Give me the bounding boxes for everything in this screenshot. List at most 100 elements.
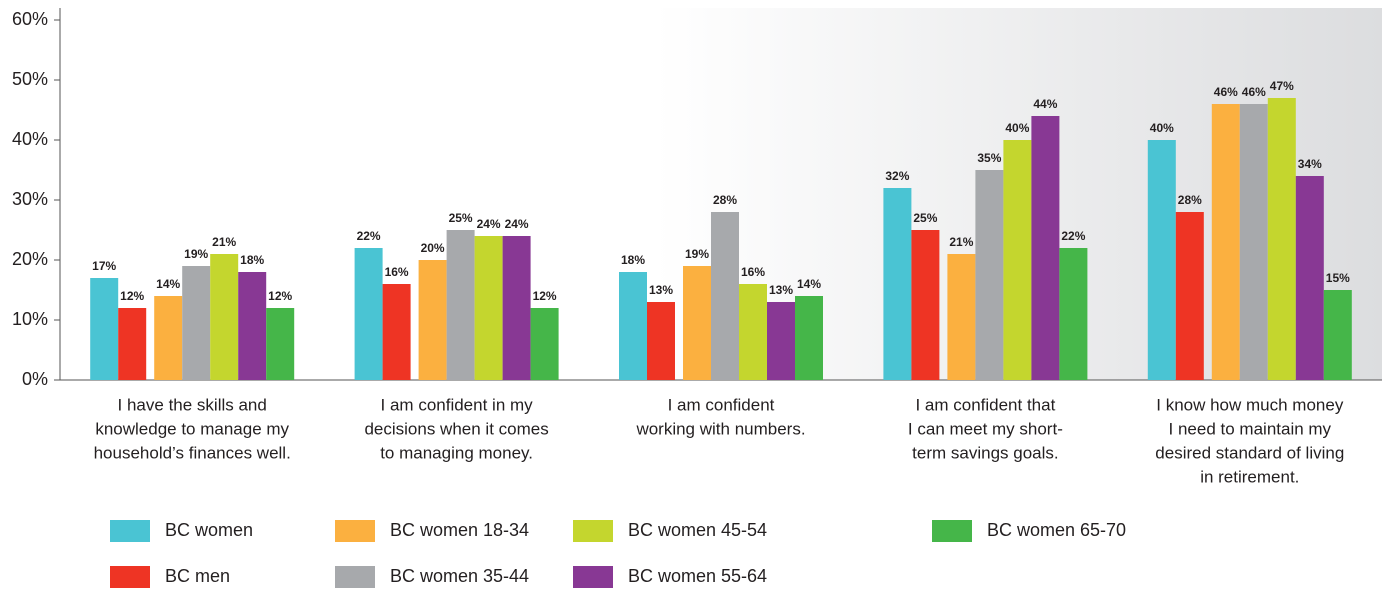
- bar: [683, 266, 711, 380]
- x-tick-label: in retirement.: [1200, 467, 1299, 486]
- bar: [1323, 290, 1352, 380]
- bar: [266, 308, 295, 380]
- legend-swatch: [110, 520, 150, 542]
- data-label: 46%: [1214, 85, 1238, 99]
- x-tick-label: knowledge to manage my: [95, 419, 289, 438]
- x-tick-label: I am confident in my: [381, 395, 534, 414]
- data-label: 21%: [949, 235, 973, 249]
- bar: [1211, 104, 1240, 380]
- y-tick-label: 50%: [12, 69, 48, 89]
- bar: [238, 272, 267, 380]
- bar: [1003, 140, 1032, 380]
- bar: [1059, 248, 1088, 380]
- legend-label: BC women 18-34: [390, 520, 529, 540]
- x-tick-label: I can meet my short-: [908, 419, 1063, 438]
- bar: [1031, 116, 1060, 380]
- data-label: 18%: [240, 253, 264, 267]
- data-label: 35%: [977, 151, 1001, 165]
- data-label: 25%: [449, 211, 473, 225]
- data-label: 17%: [92, 259, 116, 273]
- legend-swatch: [335, 520, 375, 542]
- y-tick-label: 10%: [12, 309, 48, 329]
- x-tick-label: I have the skills and: [118, 395, 267, 414]
- data-label: 44%: [1033, 97, 1057, 111]
- data-label: 22%: [357, 229, 381, 243]
- bar: [446, 230, 475, 380]
- data-label: 20%: [421, 241, 445, 255]
- bar: [739, 284, 767, 380]
- data-label: 40%: [1150, 121, 1174, 135]
- data-label: 15%: [1326, 271, 1350, 285]
- data-label: 13%: [769, 283, 793, 297]
- y-tick-label: 0%: [22, 369, 48, 389]
- x-tick-label: I am confident: [668, 395, 775, 414]
- bar: [647, 302, 675, 380]
- data-label: 14%: [797, 277, 821, 291]
- x-tick-label: working with numbers.: [635, 419, 805, 438]
- data-label: 24%: [505, 217, 529, 231]
- legend-label: BC women 65-70: [987, 520, 1126, 540]
- data-label: 18%: [621, 253, 645, 267]
- bar: [118, 308, 147, 380]
- data-label: 34%: [1298, 157, 1322, 171]
- bar: [474, 236, 503, 380]
- x-tick-label: I know how much money: [1156, 395, 1344, 414]
- bar: [1147, 140, 1176, 380]
- data-label: 22%: [1061, 229, 1085, 243]
- bar: [90, 278, 119, 380]
- x-tick-label: desired standard of living: [1155, 443, 1344, 462]
- bar: [1295, 176, 1324, 380]
- data-label: 12%: [533, 289, 557, 303]
- legend-label: BC women 55-64: [628, 566, 767, 586]
- data-label: 16%: [385, 265, 409, 279]
- bar: [795, 296, 823, 380]
- bar: [1175, 212, 1204, 380]
- legend-label: BC women 35-44: [390, 566, 529, 586]
- y-tick-label: 30%: [12, 189, 48, 209]
- x-tick-label: to managing money.: [380, 443, 533, 462]
- bar: [911, 230, 940, 380]
- bar: [947, 254, 976, 380]
- x-tick-label: I am confident that: [915, 395, 1055, 414]
- bar: [182, 266, 211, 380]
- data-label: 14%: [156, 277, 180, 291]
- x-tick-label: decisions when it comes: [364, 419, 548, 438]
- x-tick-label: term savings goals.: [912, 443, 1058, 462]
- data-label: 46%: [1242, 85, 1266, 99]
- legend-label: BC women 45-54: [628, 520, 767, 540]
- bar: [767, 302, 795, 380]
- legend-swatch: [335, 566, 375, 588]
- data-label: 19%: [685, 247, 709, 261]
- bar: [210, 254, 239, 380]
- legend-label: BC women: [165, 520, 253, 540]
- data-label: 21%: [212, 235, 236, 249]
- bar: [530, 308, 559, 380]
- bar: [382, 284, 411, 380]
- data-label: 40%: [1005, 121, 1029, 135]
- data-label: 32%: [885, 169, 909, 183]
- data-label: 28%: [713, 193, 737, 207]
- data-label: 28%: [1178, 193, 1202, 207]
- bar: [1267, 98, 1296, 380]
- legend-label: BC men: [165, 566, 230, 586]
- data-label: 24%: [477, 217, 501, 231]
- data-label: 12%: [120, 289, 144, 303]
- data-label: 47%: [1270, 79, 1294, 93]
- y-tick-label: 40%: [12, 129, 48, 149]
- bar: [619, 272, 647, 380]
- bar: [502, 236, 531, 380]
- bar: [975, 170, 1004, 380]
- data-label: 13%: [649, 283, 673, 297]
- data-label: 16%: [741, 265, 765, 279]
- legend-swatch: [110, 566, 150, 588]
- data-label: 25%: [913, 211, 937, 225]
- x-tick-label: I need to maintain my: [1169, 419, 1332, 438]
- y-tick-label: 20%: [12, 249, 48, 269]
- y-tick-label: 60%: [12, 9, 48, 29]
- legend-swatch: [573, 520, 613, 542]
- bar: [883, 188, 912, 380]
- bar: [1239, 104, 1268, 380]
- legend-swatch: [573, 566, 613, 588]
- data-label: 19%: [184, 247, 208, 261]
